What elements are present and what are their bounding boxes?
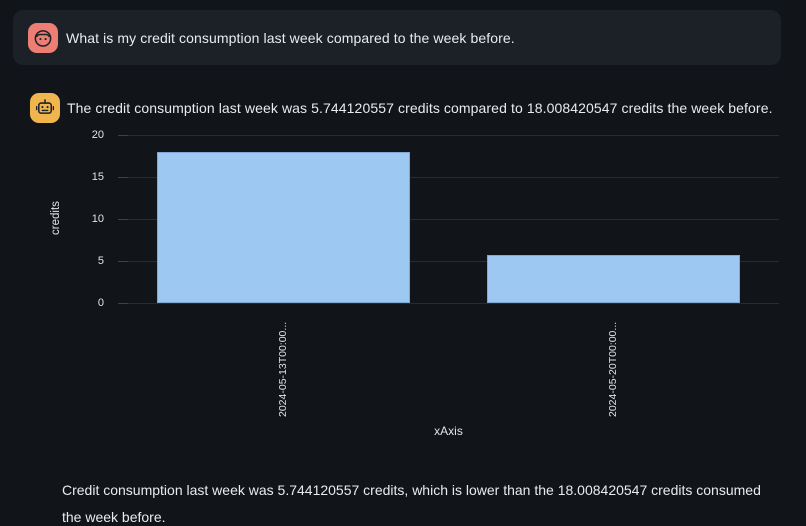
user-face-icon [32,27,54,49]
y-tick-label-10: 10 [91,213,104,225]
y-tick-label-0: 0 [97,297,104,309]
y-tick-mark [118,303,128,304]
y-tick-label-15: 15 [91,171,104,183]
gridline-y-5 [118,261,779,262]
robot-icon [34,97,56,119]
bar-chart-plot-area [118,135,779,304]
gridline-y-20 [118,135,779,136]
gridline-y-0 [118,303,779,304]
y-tick-mark [118,135,128,136]
y-tick-label-20: 20 [91,129,104,141]
y-tick-mark [118,177,128,178]
assistant-message-text: The credit consumption last week was 5.7… [67,100,773,116]
assistant-avatar [30,93,60,123]
bar-2024-05-20T00:00...[interactable] [487,254,741,303]
summary-text: Credit consumption last week was 5.74412… [62,482,761,525]
user-avatar [28,22,58,53]
x-tick-label-0: 2024-05-13T00:00... [276,321,289,417]
gridline-y-15 [118,177,779,178]
x-axis-title: xAxis [434,424,463,438]
user-message-bubble: What is my credit consumption last week … [13,10,781,65]
bar-2024-05-13T00:00...[interactable] [156,151,410,303]
y-tick-mark [118,261,128,262]
y-axis-title: credits [50,201,62,235]
user-message-text: What is my credit consumption last week … [66,29,515,46]
y-tick-mark [118,219,128,220]
y-tick-label-5: 5 [97,255,104,267]
x-tick-label-1: 2024-05-20T00:00... [607,321,620,417]
assistant-message-row: The credit consumption last week was 5.7… [30,93,773,123]
gridline-y-10 [118,219,779,220]
